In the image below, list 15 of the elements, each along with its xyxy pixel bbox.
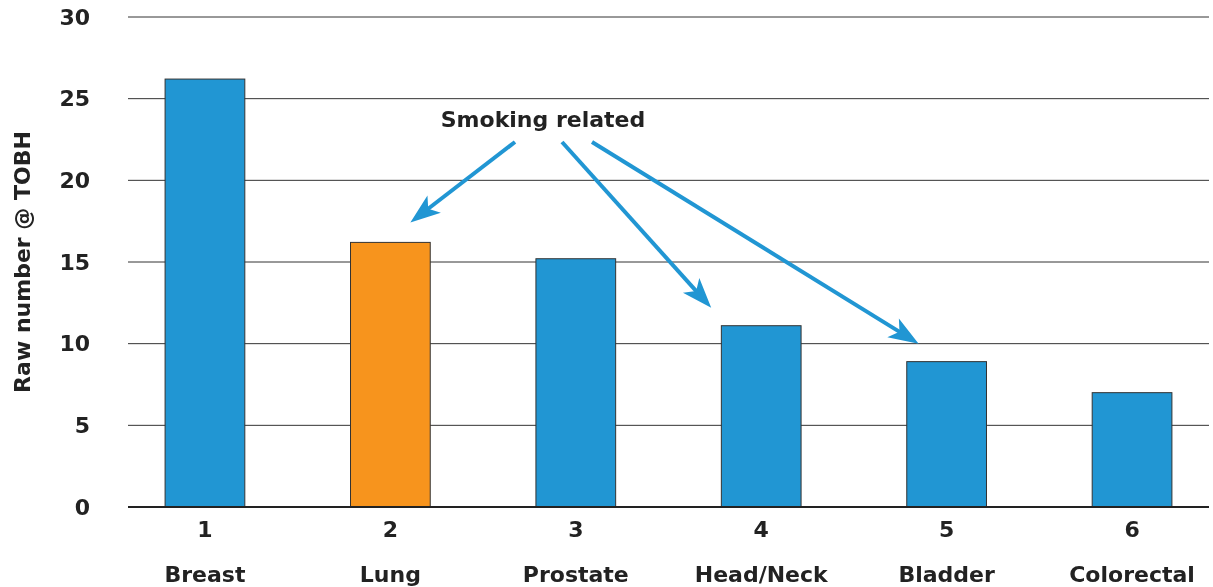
x-tick-label: 3 Prostate [522,517,629,587]
x-tick-label: 6 Colorectal [1069,517,1195,587]
annotation: Smoking related [440,107,646,132]
x-tick-label: 1 Breast [164,517,246,587]
y-tick-label: 10 [59,331,90,357]
y-tick-label: 15 [59,249,90,275]
y-axis-title: Raw number @ TOBH [10,131,35,393]
y-tick-label: 25 [59,86,90,112]
y-tick-label: 30 [59,4,90,30]
x-tick-label: 2 Lung [359,517,421,587]
y-tick-label: 20 [59,168,90,194]
y-tick-label: 0 [74,494,90,520]
y-tick-label: 5 [74,413,90,439]
x-tick-label: 5 Bladder [898,517,995,587]
x-tick-label: 4 Head/Neck [694,517,830,587]
